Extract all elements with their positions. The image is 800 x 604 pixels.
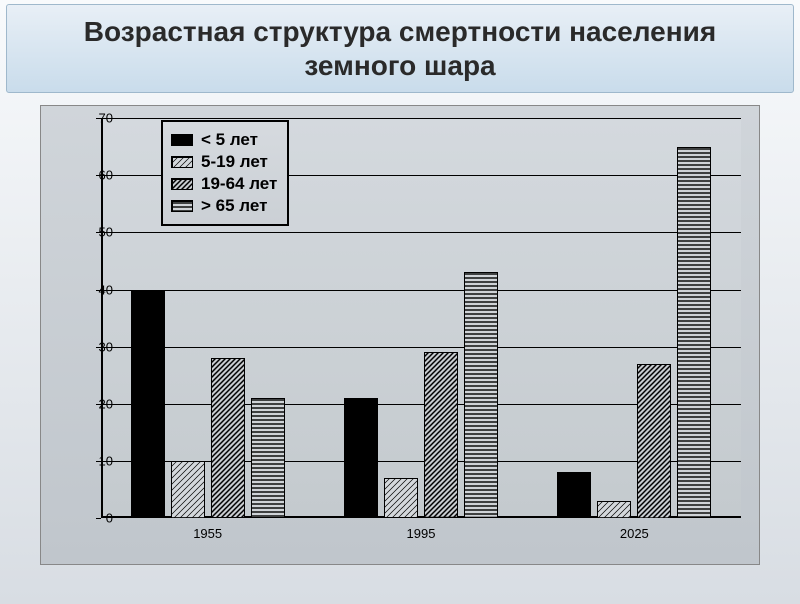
legend-swatch: [171, 156, 193, 168]
legend-label: > 65 лет: [201, 196, 267, 216]
y-tick-label: 20: [73, 396, 113, 411]
bar: [677, 147, 711, 518]
legend-item: 19-64 лет: [171, 174, 277, 194]
legend-label: 5-19 лет: [201, 152, 268, 172]
bar: [464, 272, 498, 518]
legend-swatch: [171, 178, 193, 190]
legend-swatch: [171, 134, 193, 146]
x-tick-label: 1995: [407, 526, 436, 541]
page-title: Возрастная структура смертности населени…: [27, 15, 773, 82]
y-tick-label: 50: [73, 225, 113, 240]
bar: [171, 461, 205, 518]
bar: [597, 501, 631, 518]
legend-label: 19-64 лет: [201, 174, 277, 194]
legend-item: < 5 лет: [171, 130, 277, 150]
bar: [557, 472, 591, 518]
title-panel: Возрастная структура смертности населени…: [6, 4, 794, 93]
bar: [384, 478, 418, 518]
y-tick-label: 40: [73, 282, 113, 297]
gridline: [101, 232, 741, 233]
bar: [637, 364, 671, 518]
bar: [211, 358, 245, 518]
gridline: [101, 118, 741, 119]
y-tick-label: 60: [73, 168, 113, 183]
y-tick-label: 10: [73, 454, 113, 469]
y-tick-label: 70: [73, 111, 113, 126]
legend-label: < 5 лет: [201, 130, 258, 150]
bar: [344, 398, 378, 518]
y-tick-label: 30: [73, 339, 113, 354]
bar: [424, 352, 458, 518]
x-tick-label: 2025: [620, 526, 649, 541]
gridline: [101, 290, 741, 291]
x-tick-label: 1955: [193, 526, 222, 541]
legend-item: > 65 лет: [171, 196, 277, 216]
legend-item: 5-19 лет: [171, 152, 277, 172]
legend: < 5 лет5-19 лет19-64 лет> 65 лет: [161, 120, 289, 226]
bar: [131, 290, 165, 519]
bar: [251, 398, 285, 518]
gridline: [101, 347, 741, 348]
y-tick-label: 0: [73, 511, 113, 526]
legend-swatch: [171, 200, 193, 212]
chart-container: 0 10 20 30 40 50 60 70 1955 1995 2025 < 5 лет5-19…: [40, 105, 760, 565]
